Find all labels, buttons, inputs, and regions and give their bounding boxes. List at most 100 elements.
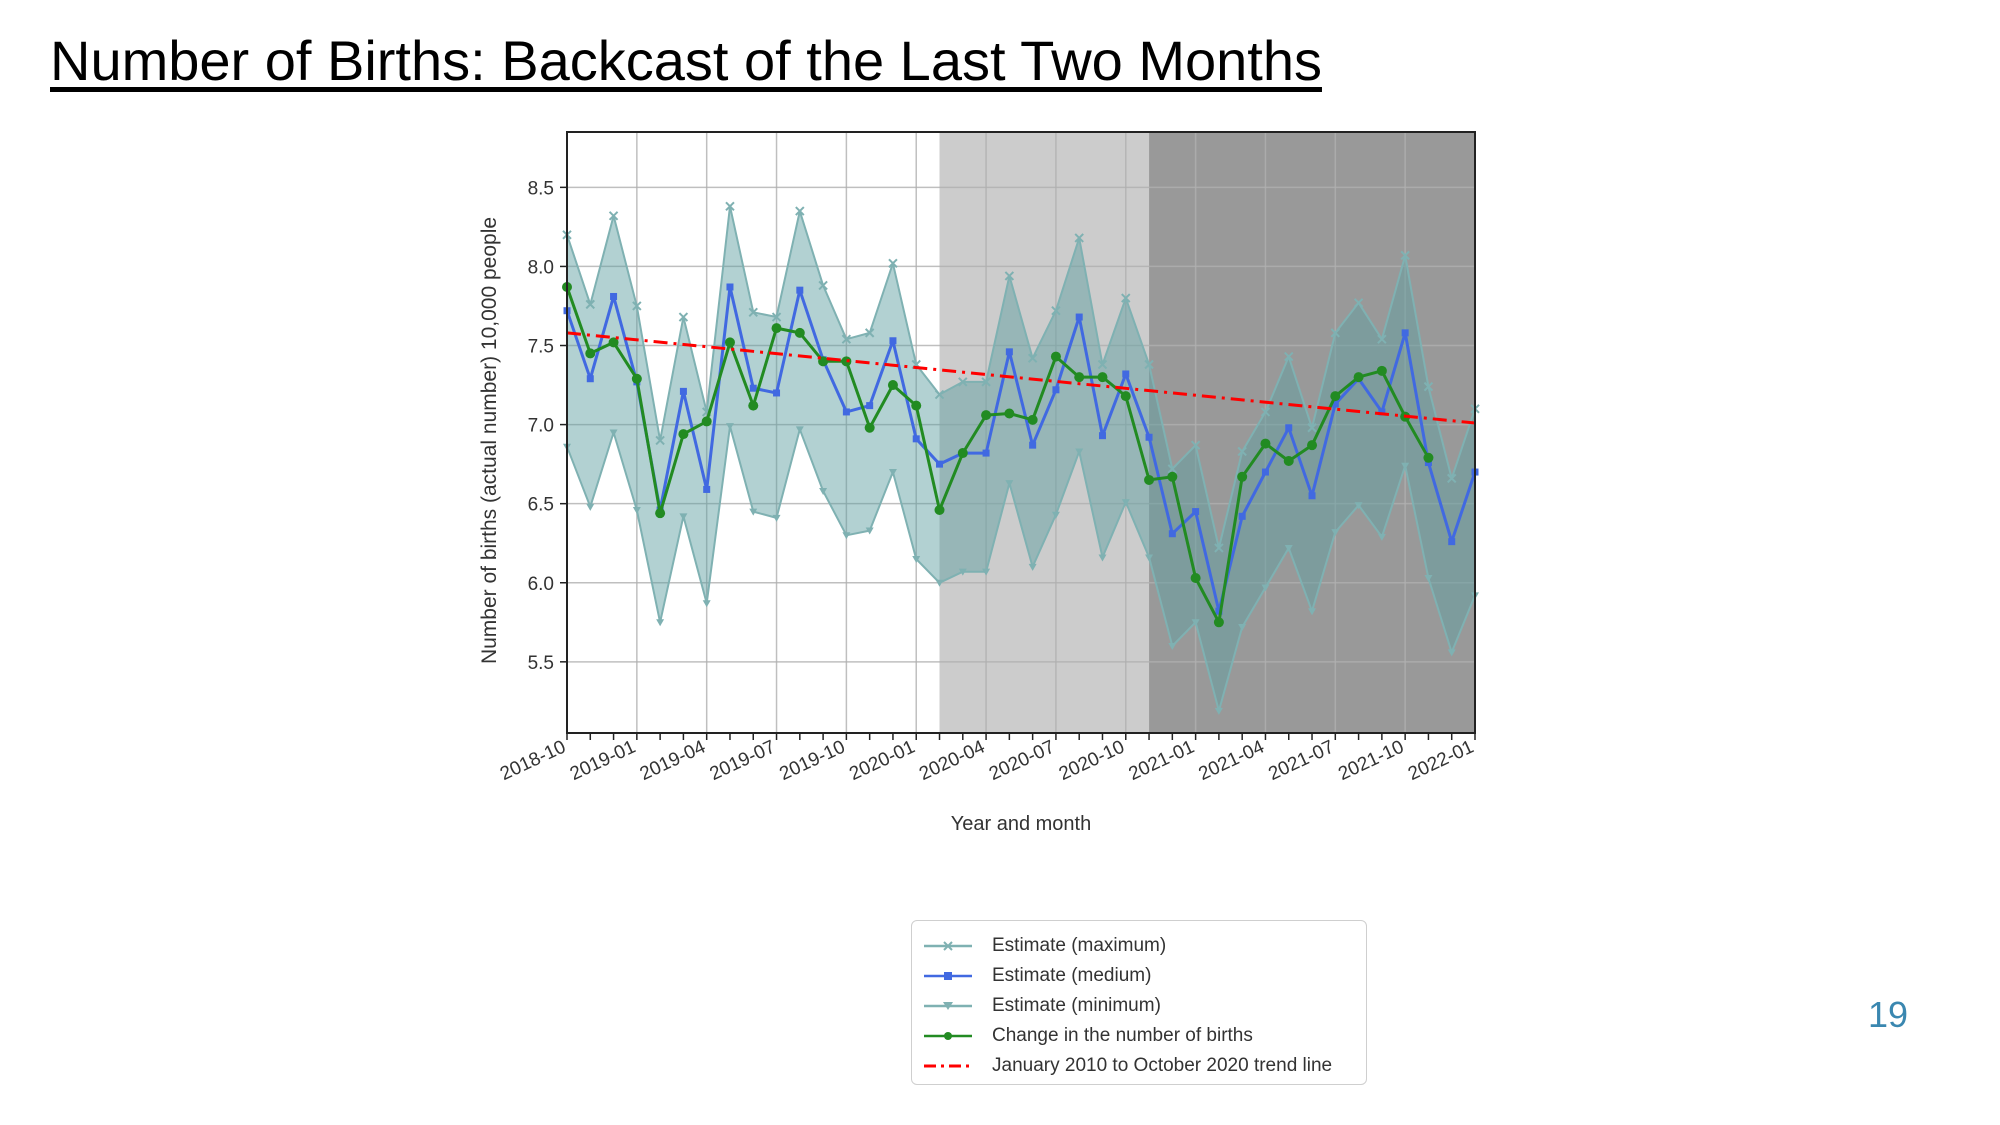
point-change [678,429,689,440]
point-maximum [1121,293,1131,303]
point-medium [1192,508,1200,516]
point-minimum [725,423,734,431]
legend-item-medium: Estimate (medium) [922,961,1356,991]
x-tick-label: 2020-07 [986,736,1058,785]
point-minimum [1284,544,1293,552]
x-axis-label: Year and month [951,813,1091,835]
point-maximum [1097,359,1108,370]
point-maximum [888,258,898,268]
point-change [1260,438,1271,449]
point-medium [679,387,687,395]
y-tick-label: 7.0 [528,416,554,437]
point-maximum [841,334,852,344]
series-line-medium [565,285,1477,613]
point-maximum [1167,464,1178,474]
point-maximum [655,435,665,446]
page-number: 19 [1867,994,1909,1035]
point-maximum [1260,407,1271,417]
point-change [1027,414,1038,425]
y-tick-label: 6.0 [528,574,554,595]
legend-label-medium: Estimate (medium) [992,965,1152,986]
plot-frame [566,131,1476,734]
point-maximum [934,389,945,400]
point-maximum [1330,328,1341,338]
x-tick-label: 2020-01 [846,736,918,785]
point-maximum [1447,473,1457,484]
point-medium [703,485,711,493]
point-maximum [1004,271,1015,281]
point-minimum [749,508,758,516]
point-minimum [1121,499,1130,507]
point-medium [1285,424,1293,432]
point-change [887,380,898,391]
x-tick-label: 2021-04 [1195,736,1267,785]
point-maximum [632,301,642,311]
point-medium [1052,386,1060,394]
point-maximum [1237,446,1247,457]
point-maximum [1027,353,1038,363]
point-change [1330,391,1341,402]
point-medium [1215,607,1223,615]
point-change [655,508,666,519]
x-tick-label: 2019-04 [637,736,709,785]
point-minimum [1401,462,1410,470]
point-change [1190,573,1201,584]
point-medium [1098,432,1106,440]
point-maximum [1074,233,1084,243]
point-medium [1145,433,1153,441]
slide-title: Number of Births: Backcast of the Last T… [50,29,1322,92]
point-change [794,327,805,338]
point-medium [1168,530,1176,538]
point-minimum [982,568,991,576]
y-tick-label: 7.5 [528,337,554,358]
point-minimum [679,513,688,521]
point-medium [1378,408,1386,416]
point-change [1353,372,1364,383]
point-change [1004,408,1015,419]
y-tick-label: 8.0 [528,257,554,278]
point-maximum [771,312,782,322]
point-minimum [1098,554,1107,562]
point-medium [726,283,734,291]
point-medium [1238,512,1246,520]
point-change [934,504,945,515]
point-change [1283,455,1294,466]
shaded-region-dark [1149,132,1475,733]
point-change [631,373,642,384]
point-minimum [1424,575,1433,583]
point-medium [1029,441,1037,449]
legend-label-minimum: Estimate (minimum) [992,995,1161,1016]
point-minimum [1377,533,1386,541]
point-maximum [818,280,828,291]
point-change [1376,365,1387,376]
point-minimum [1447,649,1456,657]
point-change [1050,351,1061,362]
x-tick-label: 2018-10 [497,736,569,785]
point-medium [1261,468,1269,476]
point-minimum [1261,584,1270,592]
point-medium [1005,348,1013,356]
point-minimum [1028,563,1037,571]
x-tick-label: 2022-01 [1405,736,1477,785]
x-tick-label: 2019-10 [776,736,848,785]
point-change [701,416,712,427]
legend-swatch-change [924,1032,972,1040]
trend-line [566,331,1476,425]
x-tick-label: 2019-01 [567,736,639,785]
point-maximum [958,377,968,387]
point-minimum [888,469,897,477]
point-maximum [1284,351,1294,362]
point-medium [610,292,618,300]
point-maximum [748,307,758,318]
point-change [771,323,782,334]
point-change [1237,471,1248,482]
point-medium [936,460,944,468]
point-change [981,410,992,421]
point-minimum [819,488,828,496]
point-maximum [585,299,595,310]
point-medium [912,435,920,443]
point-minimum [609,429,618,437]
point-minimum [842,532,851,540]
point-medium [1401,329,1409,337]
